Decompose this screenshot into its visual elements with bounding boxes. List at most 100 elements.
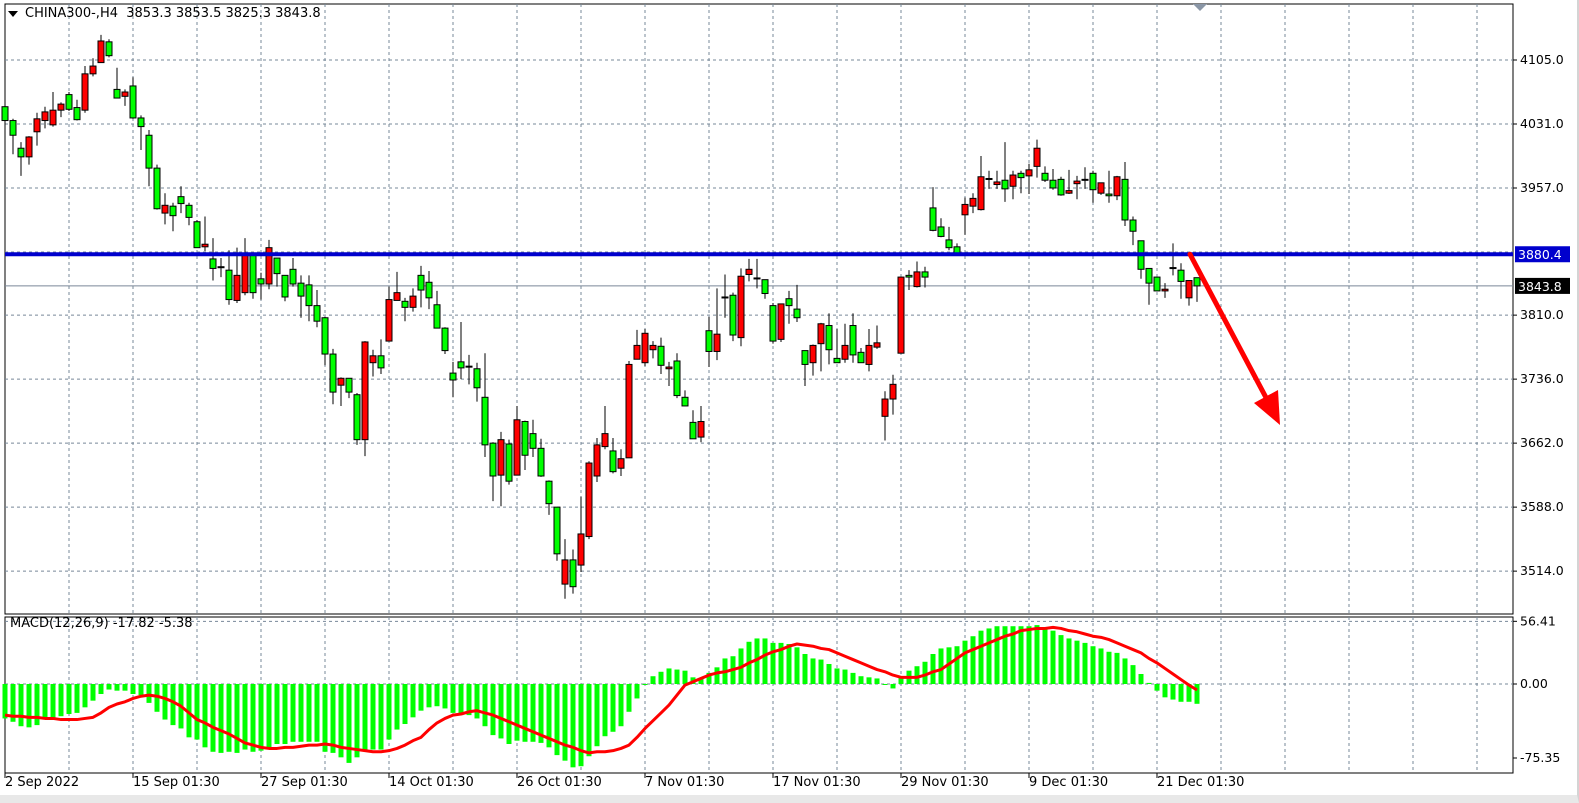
macd-histogram-bar [954, 646, 960, 684]
candle-body [1081, 178, 1089, 181]
macd-histogram-bar [754, 638, 760, 684]
candle-body [961, 203, 969, 216]
candle-body [353, 394, 361, 441]
chart-shift-marker-icon[interactable] [1193, 4, 1207, 11]
macd-histogram-bar [450, 684, 456, 713]
candle [41, 106, 49, 129]
macd-histogram-bar [778, 642, 784, 684]
candle-body [697, 421, 705, 438]
candle-body [257, 278, 265, 285]
candle [577, 496, 585, 572]
candle [49, 92, 57, 127]
candle-body [57, 103, 65, 111]
candle-body [809, 344, 817, 364]
macd-histogram-bar [370, 684, 376, 750]
candle [537, 438, 545, 477]
candle-body [617, 458, 625, 469]
macd-histogram-bar [1042, 628, 1048, 684]
macd-histogram-bar [106, 684, 112, 690]
macd-histogram-bar [26, 684, 32, 728]
macd-histogram-bar [642, 684, 648, 685]
macd-histogram-bar [826, 664, 832, 684]
candle-body [185, 204, 193, 218]
time-axis-label: 14 Oct 01:30 [389, 775, 474, 790]
price-axis-label: 3514.0 [1520, 563, 1564, 578]
macd-histogram-bar [810, 658, 816, 684]
candle-body [121, 91, 129, 97]
macd-histogram-bar [1034, 625, 1040, 684]
candle-body [1049, 179, 1057, 189]
candle [649, 341, 657, 359]
candle [1129, 216, 1137, 246]
candle [1001, 142, 1009, 202]
candle [217, 258, 225, 278]
candle-body [161, 204, 169, 214]
price-axis-label: 3662.0 [1520, 435, 1564, 450]
macd-histogram-bar [74, 684, 80, 713]
macd-histogram-bar [338, 684, 344, 758]
down-arrow-head-icon [1254, 390, 1280, 425]
candle-body [329, 353, 337, 393]
candle [345, 377, 353, 399]
candle [705, 316, 713, 368]
macd-histogram-bar [546, 684, 552, 748]
candle-body [1153, 276, 1161, 292]
candle [449, 361, 457, 398]
candle [865, 328, 873, 372]
macd-histogram-bar [1194, 684, 1200, 704]
macd-histogram-bar [634, 684, 640, 699]
candle-body [441, 327, 449, 352]
symbol-menu-triangle-icon[interactable] [8, 11, 18, 17]
macd-histogram-bar [58, 684, 64, 717]
candle-body [673, 360, 681, 397]
candle [745, 258, 753, 282]
macd-histogram-bar [194, 684, 200, 740]
macd-histogram-bar [834, 668, 840, 684]
candle-body [233, 274, 241, 301]
macd-histogram-bar [266, 684, 272, 748]
macd-histogram-bar [354, 684, 360, 758]
candle [177, 186, 185, 214]
macd-histogram-bar [154, 684, 160, 712]
macd-histogram-bar [138, 684, 144, 696]
candle [513, 405, 521, 476]
candle [809, 344, 817, 376]
macd-histogram-bar [866, 677, 872, 684]
candle-body [921, 271, 929, 278]
candle-body [337, 377, 345, 386]
macd-histogram-bar [1074, 640, 1080, 684]
macd-histogram-bar [706, 672, 712, 684]
candle [137, 115, 145, 150]
price-axis-label: 3736.0 [1520, 371, 1564, 386]
macd-histogram-bar [130, 684, 136, 694]
candle [529, 419, 537, 457]
time-axis-label: 7 Nov 01:30 [645, 775, 724, 790]
macd-histogram-bar [402, 684, 408, 724]
time-axis-label: 21 Dec 01:30 [1157, 775, 1244, 790]
candle-body [409, 295, 417, 308]
candle [737, 268, 745, 347]
macd-histogram-bar [978, 630, 984, 684]
macd-histogram-bar [786, 644, 792, 684]
macd-histogram-bar [162, 684, 168, 720]
candle-body [417, 274, 425, 291]
macd-histogram-bar [506, 684, 512, 744]
macd-axis-label: 56.41 [1520, 613, 1556, 628]
candle-body [857, 351, 865, 364]
candle-body [593, 444, 601, 477]
macd-histogram-bar [298, 684, 304, 742]
macd-histogram-bar [250, 684, 256, 752]
candle [601, 405, 609, 450]
macd-histogram-bar [1130, 665, 1136, 684]
candle [265, 239, 273, 290]
candle-body [393, 292, 401, 301]
macd-histogram-bar [570, 684, 576, 768]
macd-histogram-bar [442, 684, 448, 709]
chart-header: CHINA300-,H4 3853.3 3853.5 3825.3 3843.8 [25, 6, 321, 21]
macd-histogram-bar [1162, 684, 1168, 698]
candle-body [657, 345, 665, 366]
candle-body [289, 268, 297, 285]
macd-histogram-bar [98, 684, 104, 694]
